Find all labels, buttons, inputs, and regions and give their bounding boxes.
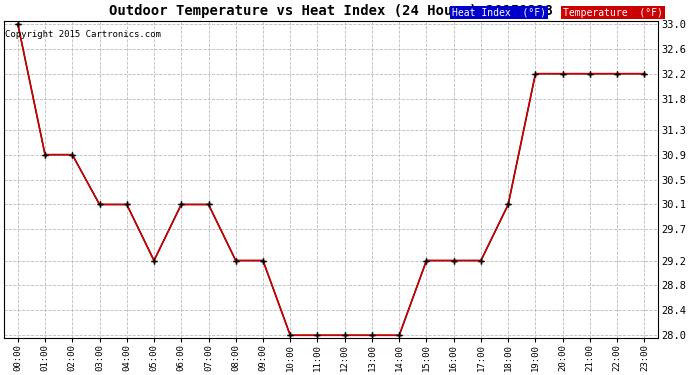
Text: Copyright 2015 Cartronics.com: Copyright 2015 Cartronics.com: [6, 30, 161, 39]
Text: Heat Index  (°F): Heat Index (°F): [452, 8, 546, 18]
Text: Temperature  (°F): Temperature (°F): [563, 8, 663, 18]
Title: Outdoor Temperature vs Heat Index (24 Hours) 20151228: Outdoor Temperature vs Heat Index (24 Ho…: [109, 4, 553, 18]
